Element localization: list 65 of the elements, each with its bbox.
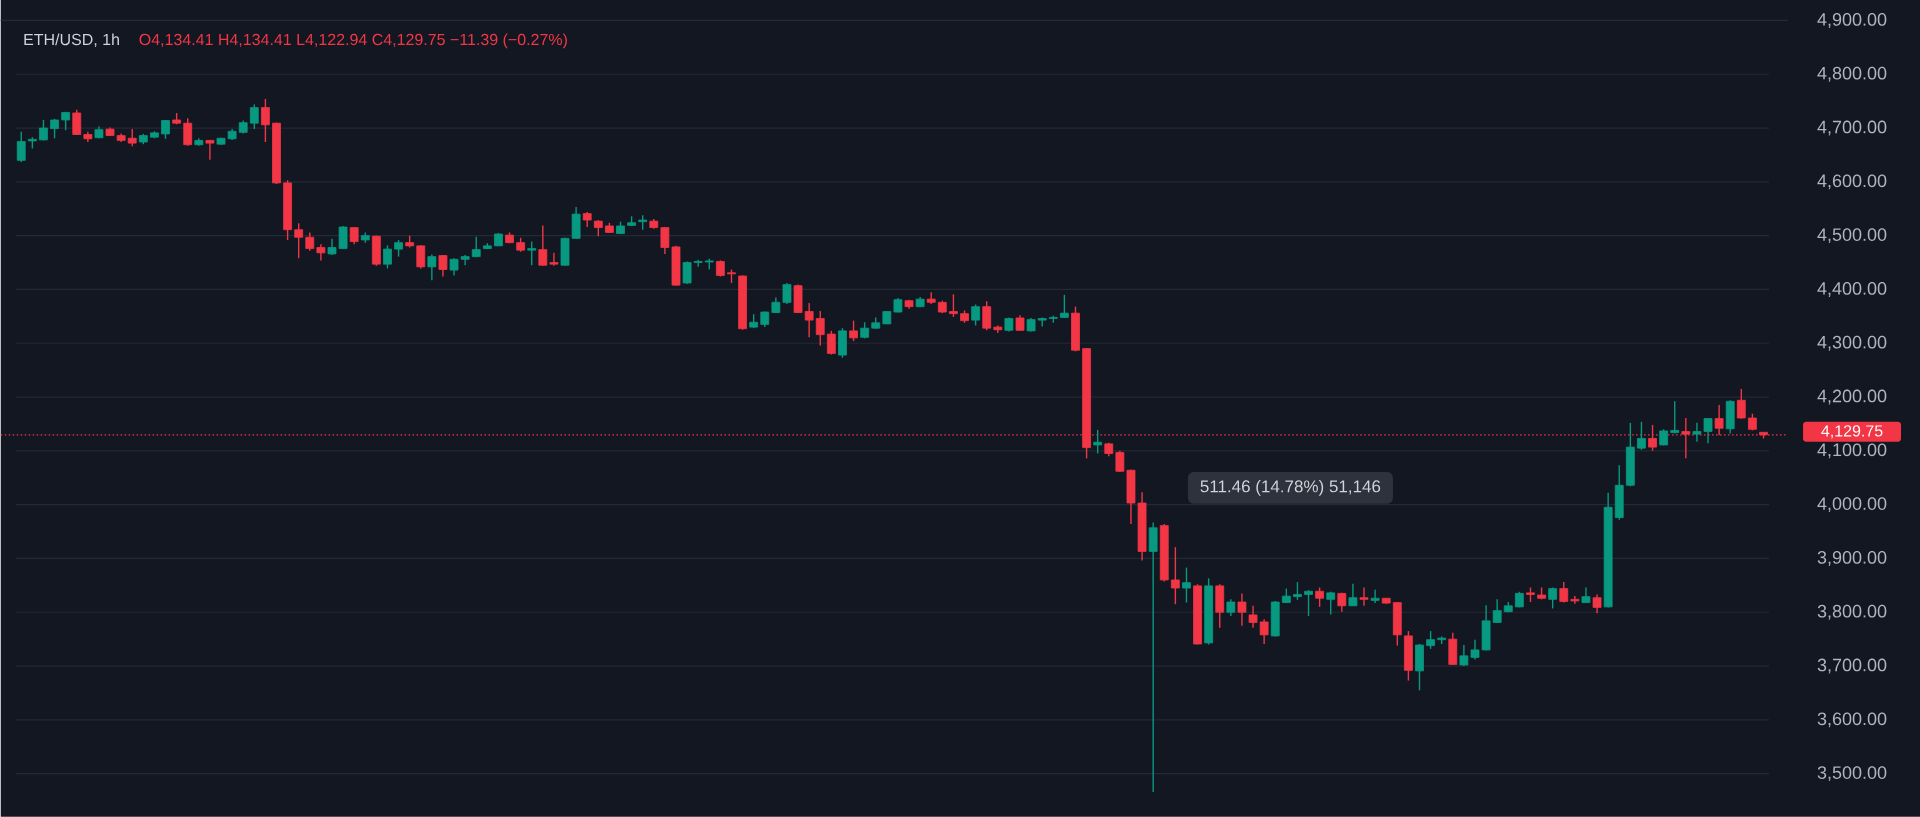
- candlestick: [815, 310, 825, 347]
- candlestick: [949, 293, 958, 318]
- candlestick: [61, 111, 71, 132]
- candlestick: [1093, 429, 1103, 455]
- candlestick: [1637, 421, 1646, 451]
- candlestick: [39, 119, 48, 142]
- candlestick: [294, 222, 304, 260]
- candlestick: [1548, 586, 1558, 610]
- y-tick-label: 3,700.00: [1817, 658, 1887, 674]
- candlestick: [383, 244, 392, 270]
- candlestick: [1182, 567, 1191, 604]
- candlestick: [1592, 593, 1602, 615]
- candlestick: [1304, 589, 1313, 617]
- candlestick: [50, 118, 59, 140]
- y-tick-label: 4,000.00: [1817, 497, 1887, 513]
- candlestick: [826, 330, 836, 356]
- candlestick: [1037, 316, 1047, 328]
- candlestick: [183, 117, 193, 147]
- y-tick-label: 4,100.00: [1817, 443, 1887, 459]
- y-tick-label: 3,600.00: [1817, 712, 1887, 728]
- annotation: 511.46 (14.78%) 51,146: [1200, 480, 1381, 496]
- candlestick: [261, 98, 270, 143]
- y-tick-label: 4,800.00: [1817, 66, 1887, 82]
- candlestick: [249, 103, 259, 130]
- candlestick: [161, 119, 170, 140]
- candlestick: [305, 231, 315, 252]
- candlestick: [971, 303, 981, 327]
- candlestick: [982, 300, 992, 332]
- y-tick-label: 3,500.00: [1817, 766, 1887, 782]
- text: ETH/USD, 1h: [24, 33, 119, 48]
- candlestick: [1736, 388, 1746, 420]
- candlestick: [1348, 583, 1358, 607]
- candlestick: [849, 320, 858, 342]
- candlestick: [1148, 521, 1158, 793]
- candlestick: [205, 139, 215, 161]
- candlestick: [549, 252, 559, 267]
- ref-line-label: 4,129.75: [1821, 425, 1883, 439]
- y-tick-label: 4,900.00: [1817, 13, 1887, 29]
- y-tick-label: 4,400.00: [1817, 282, 1887, 298]
- candlestick: [527, 241, 537, 267]
- candlestick: [804, 302, 814, 339]
- y-tick-label: 3,900.00: [1817, 551, 1887, 567]
- candlestick: [72, 109, 82, 136]
- y-tick-label: 4,200.00: [1817, 389, 1887, 405]
- y-tick-label: 3,800.00: [1817, 604, 1887, 620]
- candlestick: [16, 131, 26, 163]
- candlestick: [1559, 581, 1569, 604]
- candlestick: [1670, 400, 1680, 435]
- text: O4,134.41 H4,134.41 L4,122.94 C4,129.75 −11.39 (−0.27%): [139, 33, 567, 49]
- y-tick-label: 4,300.00: [1817, 335, 1887, 351]
- candlestick: [1370, 589, 1380, 604]
- candlestick: [1170, 546, 1180, 606]
- y-tick-label: 4,700.00: [1817, 120, 1887, 136]
- candlestick: [416, 244, 426, 270]
- candlestick: [1315, 586, 1325, 608]
- candlestick: [1337, 592, 1347, 613]
- candlestick: [1237, 592, 1247, 627]
- y-tick-label: 4,500.00: [1817, 228, 1887, 244]
- candlestick: [1359, 586, 1369, 607]
- candlestick: [427, 253, 437, 282]
- candlestick: [693, 259, 703, 268]
- candlestick: [538, 224, 548, 267]
- candlestick: [438, 254, 448, 278]
- y-tick-label: 4,600.00: [1817, 174, 1887, 190]
- candlestick: [1570, 595, 1580, 605]
